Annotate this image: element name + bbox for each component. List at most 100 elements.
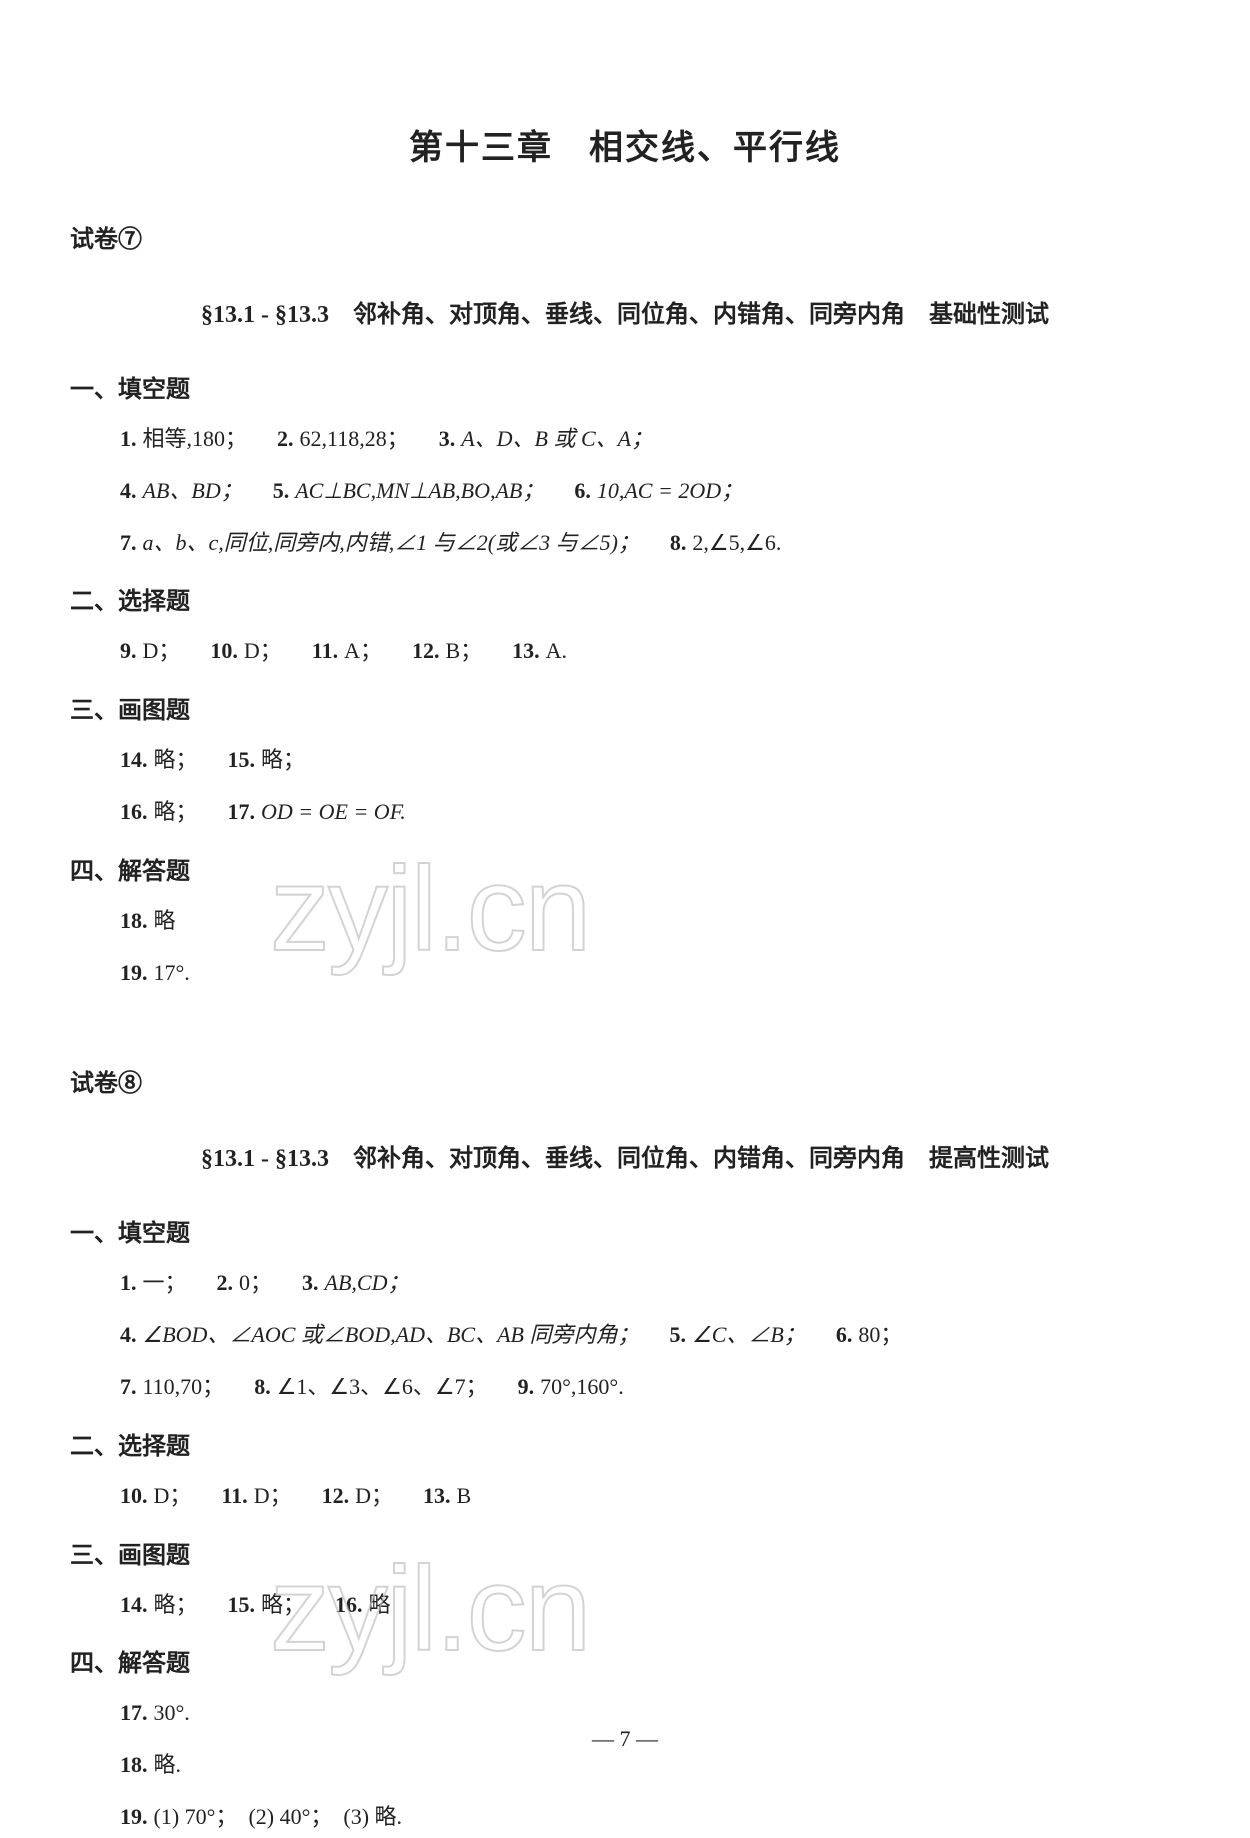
question-number: 4. [120,478,137,503]
question-number: 9. [120,638,137,663]
question-number: 6. [836,1322,853,1347]
answer-line: 9.D；10.D；11.A；12.B；13.A. [120,630,1180,672]
answer-line: 14.略；15.略； [120,739,1180,781]
answer-text: 略 [369,1592,391,1617]
question-number: 8. [254,1374,271,1399]
answer-item: 2.62,118,28； [277,418,409,460]
answer-text: 80； [858,1322,902,1347]
group-heading: 三、画图题 [70,690,1180,725]
answer-line: 1.一；2.0；3.AB,CD； [120,1262,1180,1304]
group-heading: 一、填空题 [70,369,1180,404]
group-heading: 二、选择题 [70,581,1180,616]
question-number: 14. [120,747,148,772]
question-number: 1. [120,426,137,451]
question-number: 15. [228,747,256,772]
question-number: 3. [439,426,456,451]
answer-text: 2,∠5,∠6. [692,530,781,555]
question-number: 5. [669,1322,686,1347]
question-number: 19. [120,960,148,985]
answer-text: 相等,180； [143,426,248,451]
question-number: 12. [322,1483,350,1508]
section-title: §13.1 - §13.3 邻补角、对顶角、垂线、同位角、内错角、同旁内角 提高… [70,1138,1180,1173]
answer-line: 7.a、b、c,同位,同旁内,内错,∠1 与∠2(或∠3 与∠5)； 8.2,∠5… [120,522,1180,564]
answer-item: 15.略； [228,739,306,781]
answer-item: 7.a、b、c,同位,同旁内,内错,∠1 与∠2(或∠3 与∠5)； [120,522,640,564]
answer-item: 12.B； [412,630,482,672]
group-heading: 四、解答题 [70,851,1180,886]
answer-text: D； [244,638,282,663]
answer-text: 略； [154,799,198,824]
answer-text: AC⊥BC,MN⊥AB,BO,AB； [295,478,544,503]
question-number: 18. [120,908,148,933]
answer-text: B； [445,638,482,663]
answer-text: AB,CD； [325,1270,410,1295]
question-number: 5. [273,478,290,503]
answer-item: 19.17°. [120,952,190,994]
page-number: — 7 — [0,1726,1250,1752]
question-number: 2. [277,426,294,451]
answer-text: 略. [154,1752,182,1777]
answer-item: 12.D； [322,1475,393,1517]
answer-item: 9.70°,160°. [518,1366,624,1408]
answer-text: 17°. [154,960,190,985]
answer-item: 11.A； [312,630,382,672]
answer-line: 16.略； 17.OD = OE = OF. [120,791,1180,833]
answer-item: 17.OD = OE = OF. [228,791,406,833]
question-number: 12. [412,638,440,663]
answer-text: 略； [261,747,305,772]
answer-text: D； [154,1483,192,1508]
answer-text: 70°,160°. [540,1374,624,1399]
paper-block: 试卷⑦ §13.1 - §13.3 邻补角、对顶角、垂线、同位角、内错角、同旁内角… [70,219,1180,993]
question-number: 17. [120,1700,148,1725]
answer-line: 10.D；11.D；12.D；13.B [120,1475,1180,1517]
question-number: 17. [228,799,256,824]
answer-text: 略； [261,1592,305,1617]
question-number: 8. [670,530,687,555]
answer-text: 62,118,28； [300,426,409,451]
answer-line: 4.AB、BD；5.AC⊥BC,MN⊥AB,BO,AB；6.10,AC = 2O… [120,470,1180,512]
papers-container: 试卷⑦ §13.1 - §13.3 邻补角、对顶角、垂线、同位角、内错角、同旁内角… [70,219,1180,1838]
answer-text: ∠C、∠B； [692,1322,806,1347]
answer-line: 19.(1) 70°； (2) 40°； (3) 略. [120,1796,1180,1838]
answer-item: 2.0； [217,1262,273,1304]
answer-item: 4.AB、BD； [120,470,243,512]
question-number: 11. [312,638,338,663]
section-title: §13.1 - §13.3 邻补角、对顶角、垂线、同位角、内错角、同旁内角 基础… [70,294,1180,329]
question-number: 4. [120,1322,137,1347]
answer-item: 4.∠BOD、∠AOC 或∠BOD,AD、BC、AB 同旁内角； [120,1314,639,1356]
answer-item: 3.A、D、B 或 C、A； [439,418,653,460]
answer-line: 19.17°. [120,952,1180,994]
paper-label: 试卷⑦ [70,219,1180,254]
question-number: 10. [210,638,238,663]
answer-text: 略； [154,747,198,772]
question-number: 13. [423,1483,451,1508]
answer-text: A； [344,638,382,663]
answer-item: 5.AC⊥BC,MN⊥AB,BO,AB； [273,470,545,512]
question-number: 10. [120,1483,148,1508]
answer-item: 19.(1) 70°； (2) 40°； (3) 略. [120,1796,402,1838]
answer-line: 14.略； 15.略； 16.略 [120,1584,1180,1626]
answer-text: ∠1、∠3、∠6、∠7； [277,1374,488,1399]
question-number: 14. [120,1592,148,1617]
question-number: 19. [120,1804,148,1829]
answer-text: A. [546,638,567,663]
question-number: 15. [228,1592,256,1617]
answer-text: AB、BD； [143,478,243,503]
answer-item: 1.一； [120,1262,187,1304]
answer-text: B [456,1483,471,1508]
answer-text: D； [254,1483,292,1508]
answer-text: (1) 70°； (2) 40°； (3) 略. [154,1804,403,1829]
answer-text: D； [143,638,181,663]
answer-line: 18.略 [120,900,1180,942]
question-number: 16. [120,799,148,824]
question-number: 16. [335,1592,363,1617]
answer-item: 8.∠1、∠3、∠6、∠7； [254,1366,487,1408]
answer-item: 14.略； [120,1584,198,1626]
answer-text: 10,AC = 2OD； [597,478,743,503]
answer-item: 14.略； [120,739,198,781]
answer-text: A、D、B 或 C、A； [461,426,653,451]
answer-item: 18.略 [120,900,176,942]
answer-text: ∠BOD、∠AOC 或∠BOD,AD、BC、AB 同旁内角； [143,1322,640,1347]
answer-item: 16.略； [120,791,198,833]
group-heading: 三、画图题 [70,1535,1180,1570]
